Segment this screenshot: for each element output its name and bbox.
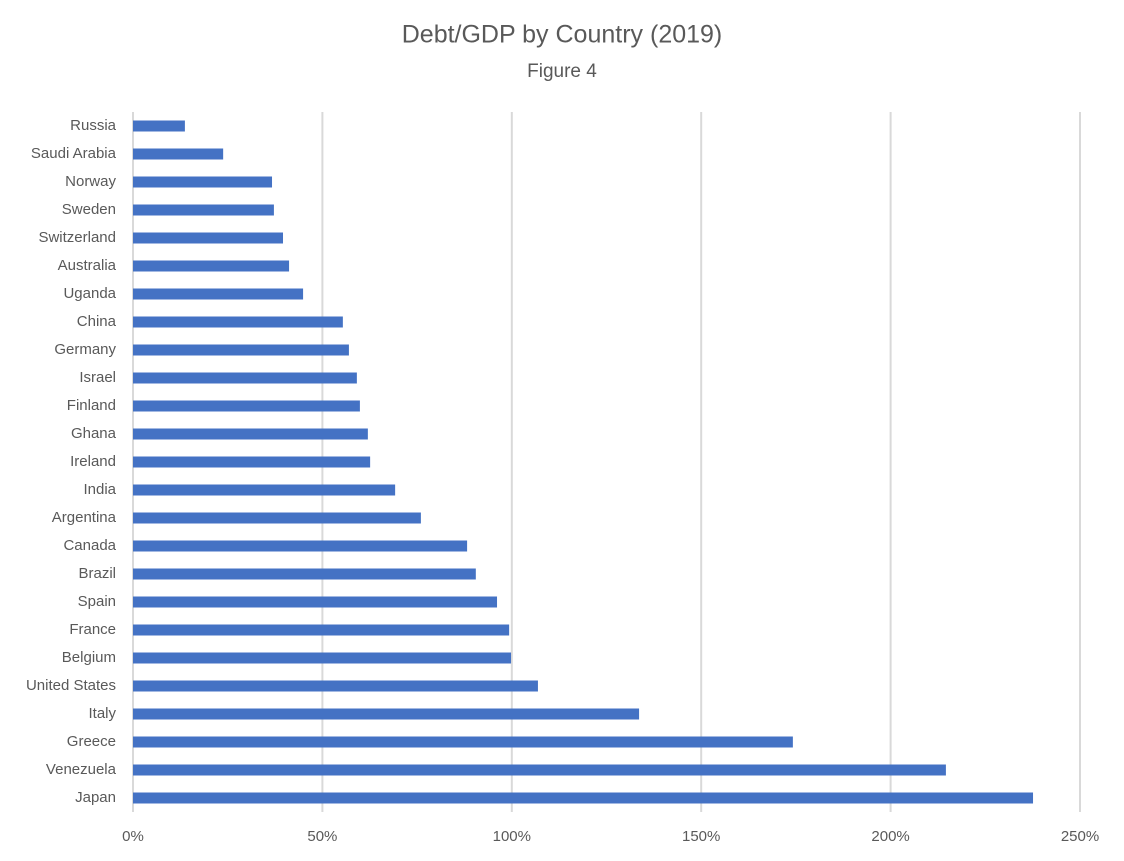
bar (133, 540, 468, 552)
y-tick-label: Russia (70, 117, 117, 134)
bar (133, 568, 476, 580)
y-tick-label: United States (26, 677, 116, 694)
y-tick-label: Brazil (78, 565, 116, 582)
y-tick-label: Australia (58, 257, 117, 274)
x-tick-label: 150% (682, 828, 720, 845)
y-tick-label: Norway (65, 173, 116, 190)
bar (133, 204, 274, 216)
x-tick-label: 200% (871, 828, 909, 845)
bar (133, 232, 284, 244)
bar (133, 512, 421, 524)
bar (133, 792, 1034, 804)
y-tick-label: Saudi Arabia (31, 145, 117, 162)
bar (133, 764, 946, 776)
y-tick-label: Ghana (71, 425, 117, 442)
bar (133, 708, 640, 720)
chart-title: Debt/GDP by Country (2019) (402, 21, 723, 49)
y-tick-label: Uganda (63, 285, 116, 302)
bar (133, 344, 349, 356)
bar (133, 680, 538, 692)
bar (133, 148, 224, 160)
bar (133, 288, 304, 300)
y-tick-label: Finland (67, 397, 116, 414)
y-tick-label: Greece (67, 733, 116, 750)
bar (133, 484, 396, 496)
bar (133, 456, 371, 468)
y-tick-label: France (69, 621, 116, 638)
y-tick-label: Japan (75, 789, 116, 806)
y-tick-label: China (77, 313, 117, 330)
y-tick-label: Spain (78, 593, 116, 610)
y-tick-label: Israel (79, 369, 116, 386)
bar (133, 400, 360, 412)
x-tick-label: 50% (307, 828, 337, 845)
y-tick-label: Venezuela (46, 761, 117, 778)
y-tick-label: Germany (54, 341, 116, 358)
bar (133, 596, 498, 608)
bar (133, 372, 357, 384)
bar (133, 736, 793, 748)
x-tick-label: 250% (1061, 828, 1099, 845)
bar (133, 260, 290, 272)
x-tick-label: 0% (122, 828, 144, 845)
y-tick-label: Argentina (52, 509, 117, 526)
bar (133, 624, 510, 636)
bar (133, 428, 368, 440)
y-tick-label: Switzerland (38, 229, 116, 246)
y-tick-label: Sweden (62, 201, 116, 218)
bar (133, 316, 343, 328)
x-tick-label: 100% (493, 828, 531, 845)
y-tick-label: India (83, 481, 116, 498)
chart-subtitle: Figure 4 (527, 61, 597, 82)
bar (133, 120, 185, 132)
y-tick-label: Ireland (70, 453, 116, 470)
bar (133, 176, 273, 188)
y-tick-label: Italy (88, 705, 116, 722)
y-tick-label: Canada (63, 537, 116, 554)
bar (133, 652, 512, 664)
y-tick-label: Belgium (62, 649, 116, 666)
